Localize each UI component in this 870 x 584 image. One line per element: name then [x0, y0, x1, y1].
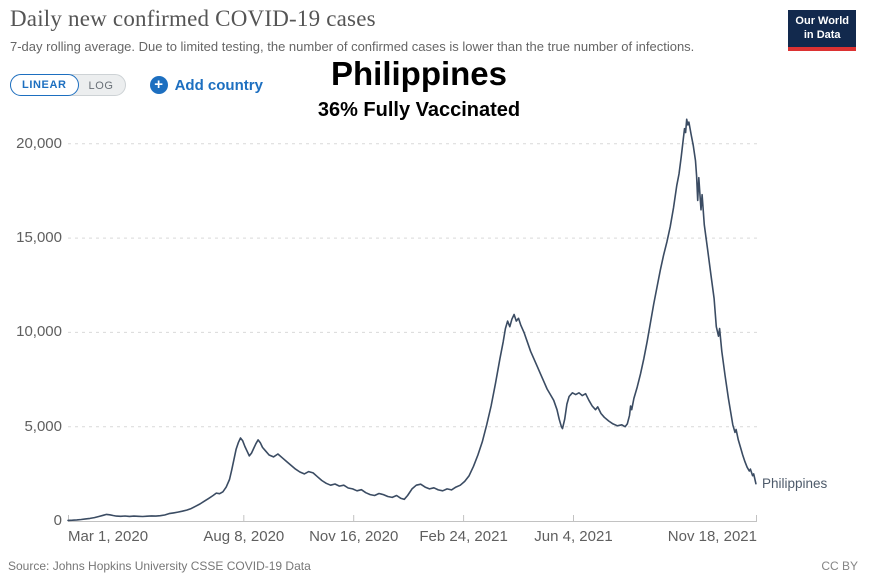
plot-canvas[interactable] [67, 109, 757, 523]
source-note: Source: Johns Hopkins University CSSE CO… [8, 559, 311, 573]
owid-logo-line2: in Data [803, 29, 841, 42]
x-axis-label: Mar 1, 2020 [68, 528, 149, 545]
owid-logo-red-bar [788, 46, 856, 51]
x-axis-label: Nov 16, 2020 [309, 528, 399, 545]
add-country-label: Add country [174, 76, 263, 94]
y-axis-label: 5,000 [24, 417, 62, 435]
scale-toggle: LINEAR LOG [10, 74, 126, 96]
linear-button[interactable]: LINEAR [10, 74, 79, 96]
owid-logo-line1: Our World [795, 15, 849, 27]
y-axis-label: 20,000 [16, 134, 62, 152]
x-axis-label: Nov 18, 2021 [667, 528, 757, 545]
page-title: Daily new confirmed COVID-19 cases [10, 6, 376, 31]
chart-controls: LINEAR LOG + Add country [10, 74, 263, 96]
series-end-label: Philippines [762, 475, 828, 491]
x-axis-label: Aug 8, 2020 [203, 528, 285, 545]
y-axis-label: 10,000 [16, 323, 62, 341]
data-line [67, 118, 757, 522]
chart-subtitle: 7-day rolling average. Due to limited te… [10, 39, 695, 54]
log-button[interactable]: LOG [78, 75, 125, 97]
x-axis-label: Jun 4, 2021 [534, 528, 613, 545]
plus-icon: + [149, 76, 168, 94]
y-axis-label: 15,000 [16, 229, 62, 247]
add-country-button[interactable]: + Add country [149, 76, 263, 94]
x-axis-label: Feb 24, 2021 [419, 528, 508, 545]
y-axis-label: 0 [53, 512, 62, 529]
license-link[interactable]: CC BY [821, 559, 858, 573]
owid-logo[interactable]: Our World in Data [788, 10, 856, 51]
